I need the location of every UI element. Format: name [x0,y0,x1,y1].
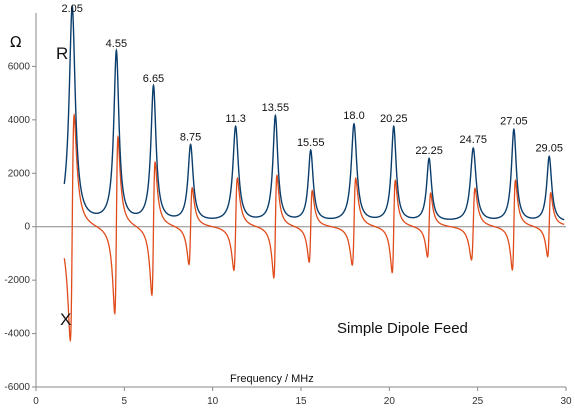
x-axis-title: Frequency / MHz [230,373,314,385]
series-r-label: R [56,44,68,63]
peak-label-9: 22.25 [415,145,443,157]
peak-label-11: 27.05 [500,116,528,128]
peak-label-10: 24.75 [459,134,487,146]
y-tick-label: 4000 [8,115,31,126]
peak-label-5: 13.55 [262,102,290,114]
peak-label-6: 15.55 [297,137,325,149]
peak-label-4: 11.3 [225,113,246,125]
x-tick-label: 0 [33,396,39,407]
grid-layer: -6000 -4000 -2000 0 2000 4000 6000 0 5 10 15 20 25 30 [4,13,572,407]
y-axis-unit-label: Ω [10,33,21,51]
y-tick-label: -4000 [4,329,30,340]
y-tick-label: 0 [24,222,30,233]
series-r-line [63,4,565,221]
peak-label-0: 2.05 [62,3,83,15]
peak-label-1: 4.55 [106,38,127,50]
y-tick-label: -2000 [4,275,30,286]
x-tick-label: 25 [472,396,484,407]
x-tick-label: 15 [295,396,307,407]
peak-label-12: 29.05 [535,142,563,154]
x-tick-label: 5 [122,396,128,407]
label-layer: 2.05 4.55 6.65 8.75 11.3 13.55 15.55 18.0 20.25 2… [62,3,563,157]
x-tick-label: 10 [207,396,219,407]
chart-annotation: Simple Dipole Feed [337,320,468,337]
series-x-label: X [60,310,71,329]
y-tick-label: -6000 [4,382,30,393]
y-tick-label: 2000 [8,168,31,179]
x-tick-label: 20 [384,396,396,407]
peak-label-7: 18.0 [343,110,364,122]
x-tick-label: 30 [560,396,572,407]
series-x-line [63,112,565,343]
y-tick-label: 6000 [8,61,31,72]
peak-label-8: 20.25 [380,113,408,125]
peak-label-3: 8.75 [180,132,201,144]
series-layer [63,4,565,343]
peak-label-2: 6.65 [143,73,164,85]
